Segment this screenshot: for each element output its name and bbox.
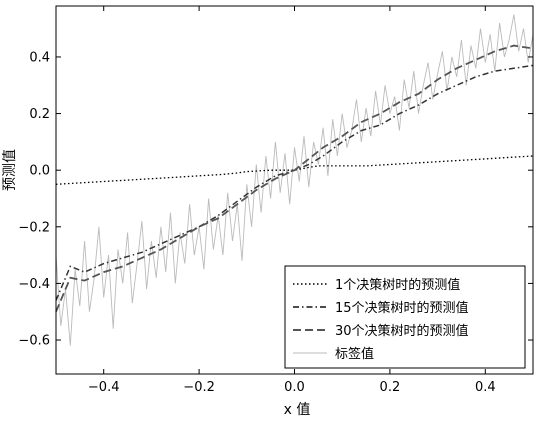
y-tick-label: −0.2 (18, 220, 50, 235)
legend-label-2: 30个决策树时的预测值 (335, 323, 469, 339)
y-axis-ticks: −0.6 −0.4 −0.2 0.0 0.2 0.4 (18, 50, 533, 349)
x-tick-label: 0.0 (284, 380, 305, 395)
x-tick-label: −0.4 (88, 380, 120, 395)
y-tick-label: −0.6 (18, 334, 50, 349)
y-tick-label: 0.0 (29, 164, 50, 179)
series-line-2 (55, 44, 534, 313)
x-axis-label: x 值 (284, 402, 311, 418)
y-tick-label: 0.2 (29, 107, 50, 122)
x-tick-label: 0.2 (380, 380, 401, 395)
x-axis-ticks: −0.4 −0.2 0.0 0.2 0.4 (88, 6, 496, 395)
y-tick-label: −0.4 (18, 277, 50, 292)
series-line-3 (55, 14, 534, 346)
series-layer (55, 14, 534, 346)
y-axis-label: 预测值 (2, 149, 18, 191)
legend-label-0: 1个决策树时的预测值 (335, 277, 460, 293)
legend-label-1: 15个决策树时的预测值 (335, 300, 469, 316)
legend-label-3: 标签值 (335, 346, 374, 362)
legend-box (284, 265, 526, 369)
x-tick-label: 0.4 (475, 380, 496, 395)
y-tick-label: 0.4 (29, 50, 50, 65)
x-tick-label: −0.2 (183, 380, 215, 395)
